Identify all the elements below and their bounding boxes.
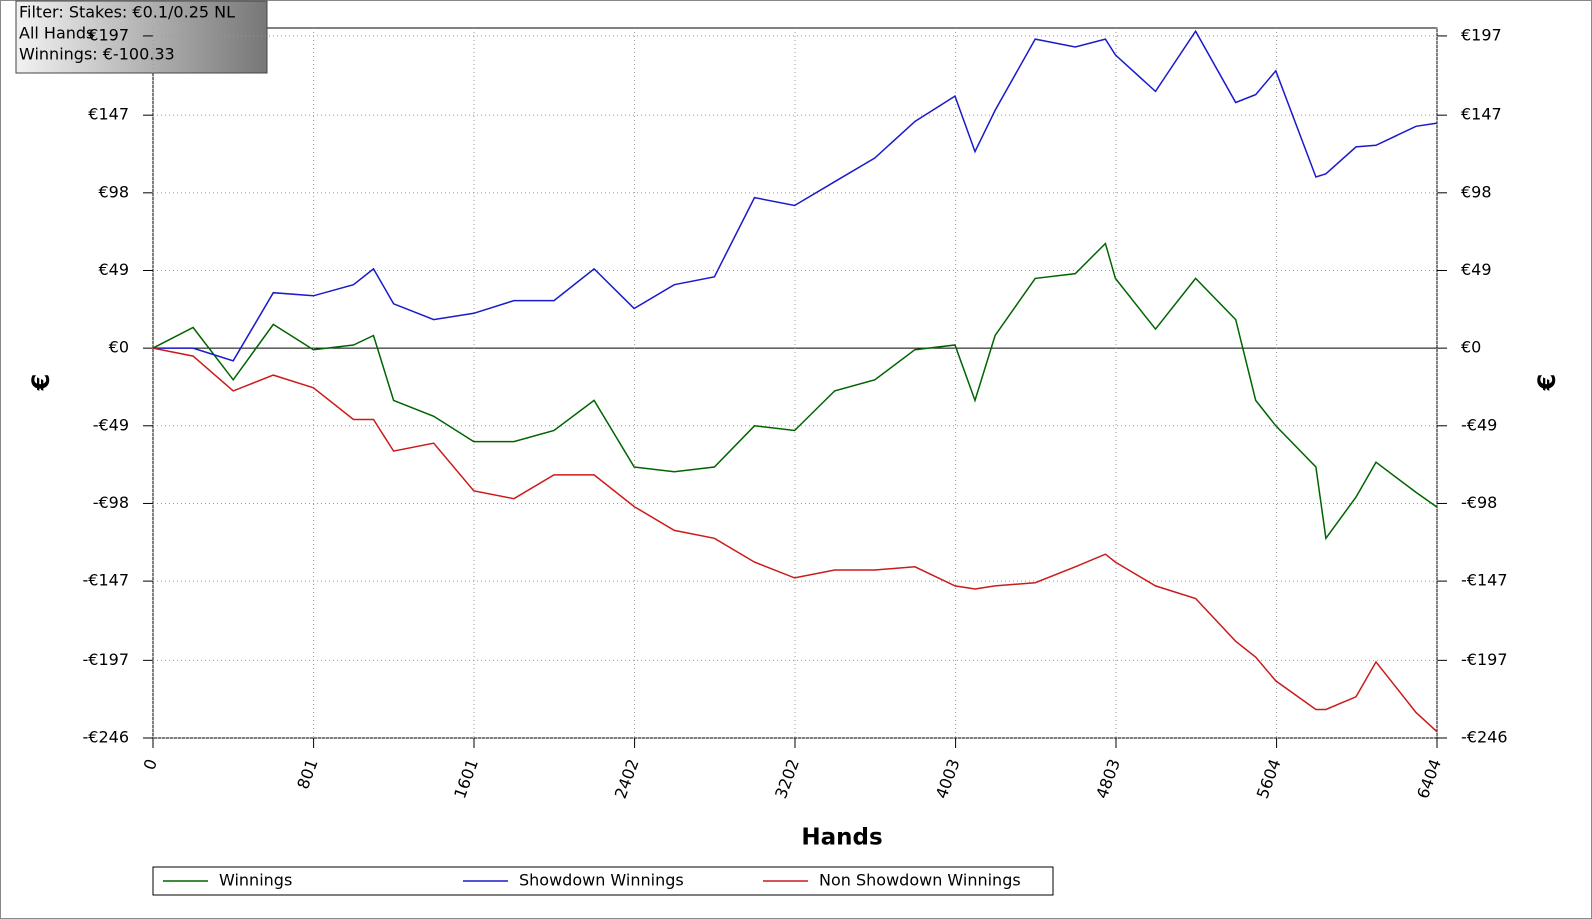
filter-box: [15, 0, 268, 74]
x-tick-label: 6404: [1413, 756, 1445, 801]
y2-tick-label: €0: [1461, 338, 1481, 357]
y2-tick-label: €98: [1461, 182, 1492, 201]
x-tick-label: 5604: [1253, 756, 1285, 801]
legend-label: Non Showdown Winnings: [819, 871, 1021, 890]
y-tick-label: €49: [98, 260, 129, 279]
y2-tick-label: -€197: [1461, 650, 1508, 669]
y-tick-label: €197: [88, 25, 129, 44]
x-tick-label: 4003: [932, 756, 964, 801]
x-axis-title: Hands: [801, 825, 882, 851]
x-tick-label: 4803: [1092, 756, 1124, 801]
y2-tick-label: €147: [1461, 105, 1502, 124]
y-tick-label: -€147: [83, 571, 130, 590]
y-tick-label: €98: [98, 182, 129, 201]
y2-tick-label: €49: [1461, 260, 1492, 279]
series-line: [152, 347, 1438, 733]
x-tick-label: 0: [140, 756, 161, 772]
y2-tick-label: -€246: [1461, 728, 1508, 747]
filter-line: All Hands: [19, 24, 94, 43]
y-tick-label: -€98: [93, 493, 129, 512]
y2-tick-label: €197: [1461, 25, 1502, 44]
y-tick-label: €0: [109, 338, 129, 357]
y-tick-label: €147: [88, 105, 129, 124]
series-line: [152, 242, 1438, 541]
y2-axis-title: €: [1533, 374, 1561, 392]
y2-tick-label: -€49: [1461, 415, 1497, 434]
x-tick-label: 2402: [611, 756, 643, 801]
x-tick-label: 1601: [450, 756, 482, 801]
legend: [152, 866, 1054, 896]
series-line: [153, 29, 1438, 362]
y-tick-label: -€246: [83, 728, 130, 747]
filter-line: Filter: Stakes: €0.1/0.25 NL: [19, 3, 235, 22]
plot-area: [152, 27, 1438, 739]
x-tick-label: 801: [293, 756, 321, 791]
x-tick-label: 3202: [771, 756, 803, 801]
legend-label: Winnings: [219, 871, 292, 890]
y-tick-label: -€49: [93, 415, 129, 434]
y-axis-title: €: [27, 374, 55, 392]
filter-line: Winnings: €-100.33: [19, 45, 175, 64]
y2-tick-label: -€98: [1461, 493, 1497, 512]
y-tick-label: -€197: [83, 650, 130, 669]
legend-label: Showdown Winnings: [519, 871, 684, 890]
y2-tick-label: -€147: [1461, 571, 1508, 590]
